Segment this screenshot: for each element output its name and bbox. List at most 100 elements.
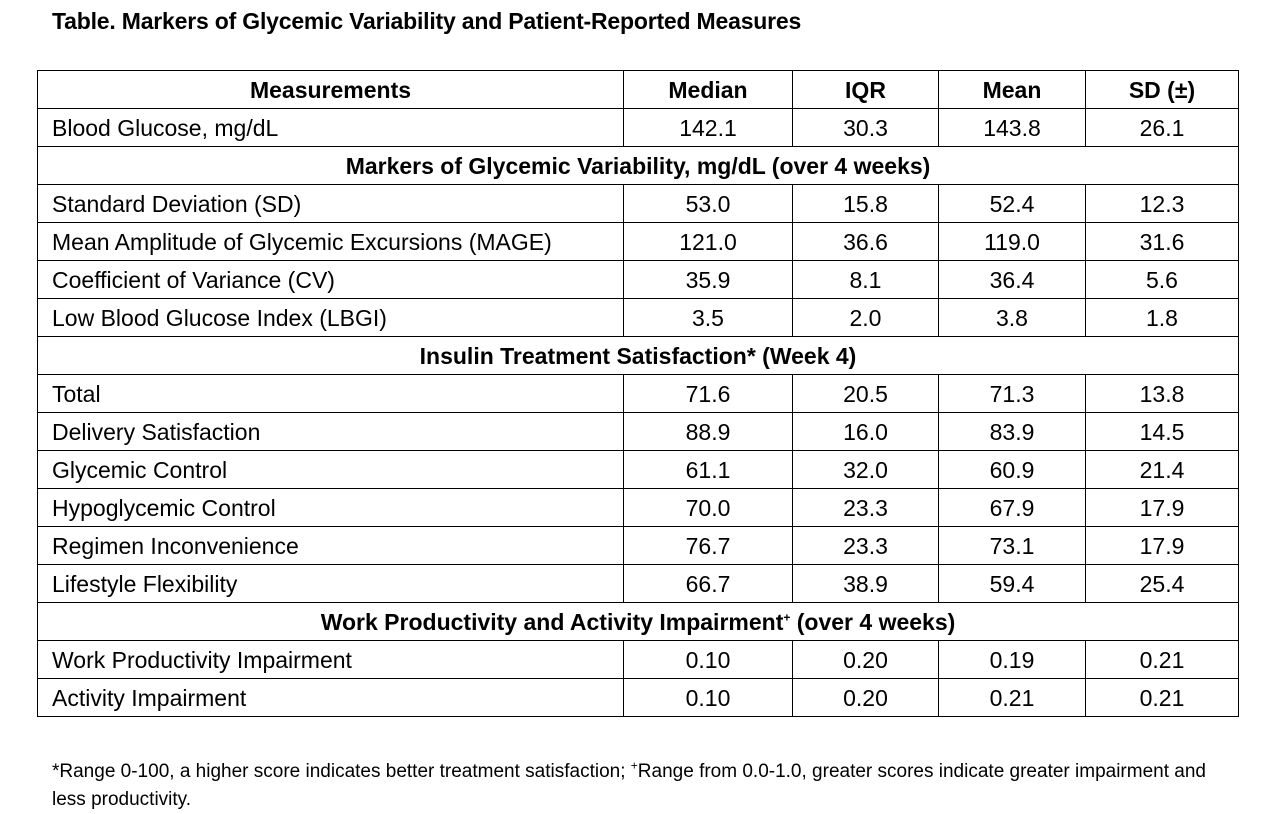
table-cell: 31.6 bbox=[1085, 222, 1239, 261]
section-heading: Work Productivity and Activity Impairmen… bbox=[37, 602, 1239, 641]
table-cell: 0.19 bbox=[938, 640, 1086, 679]
table-row: Hypoglycemic Control 70.0 23.3 67.9 17.9 bbox=[37, 488, 1239, 527]
table-cell: 119.0 bbox=[938, 222, 1086, 261]
row-label: Glycemic Control bbox=[37, 450, 624, 489]
table-cell: 73.1 bbox=[938, 526, 1086, 565]
table-cell: 36.4 bbox=[938, 260, 1086, 299]
table-cell: 8.1 bbox=[792, 260, 939, 299]
table-row: Standard Deviation (SD) 53.0 15.8 52.4 12.3 bbox=[37, 184, 1239, 223]
table-cell: 36.6 bbox=[792, 222, 939, 261]
table-cell: 25.4 bbox=[1085, 564, 1239, 603]
table-cell: 5.6 bbox=[1085, 260, 1239, 299]
table-row: Glycemic Control 61.1 32.0 60.9 21.4 bbox=[37, 450, 1239, 489]
section-title: Insulin Treatment Satisfaction* (Week 4) bbox=[419, 342, 857, 369]
table-row: Regimen Inconvenience 76.7 23.3 73.1 17.9 bbox=[37, 526, 1239, 565]
section-row: Markers of Glycemic Variability, mg/dL (… bbox=[37, 146, 1239, 185]
footnote-marker: + bbox=[630, 758, 638, 773]
table-cell: 21.4 bbox=[1085, 450, 1239, 489]
table-cell: 17.9 bbox=[1085, 488, 1239, 527]
row-label: Blood Glucose, mg/dL bbox=[37, 108, 624, 147]
table-cell: 38.9 bbox=[792, 564, 939, 603]
section-title: Markers of Glycemic Variability, mg/dL (… bbox=[345, 152, 931, 179]
row-label: Low Blood Glucose Index (LBGI) bbox=[37, 298, 624, 337]
table-row: Low Blood Glucose Index (LBGI) 3.5 2.0 3.8 1… bbox=[37, 298, 1239, 337]
table-row: Mean Amplitude of Glycemic Excursions (M… bbox=[37, 222, 1239, 261]
table-cell: 0.10 bbox=[623, 640, 793, 679]
table-cell: 0.20 bbox=[792, 640, 939, 679]
table-cell: 3.5 bbox=[623, 298, 793, 337]
column-header: Median bbox=[623, 70, 793, 109]
table-row: Total 71.6 20.5 71.3 13.8 bbox=[37, 374, 1239, 413]
row-label: Activity Impairment bbox=[37, 678, 624, 717]
row-label: Delivery Satisfaction bbox=[37, 412, 624, 451]
table-cell: 142.1 bbox=[623, 108, 793, 147]
row-label: Work Productivity Impairment bbox=[37, 640, 624, 679]
table-cell: 15.8 bbox=[792, 184, 939, 223]
section-row: Work Productivity and Activity Impairmen… bbox=[37, 602, 1239, 641]
table-cell: 20.5 bbox=[792, 374, 939, 413]
column-header: IQR bbox=[792, 70, 939, 109]
table-cell: 35.9 bbox=[623, 260, 793, 299]
row-label: Standard Deviation (SD) bbox=[37, 184, 624, 223]
section-heading: Insulin Treatment Satisfaction* (Week 4) bbox=[37, 336, 1239, 375]
table-row: Lifestyle Flexibility 66.7 38.9 59.4 25.4 bbox=[37, 564, 1239, 603]
column-header: Measurements bbox=[37, 70, 624, 109]
section-title: Work Productivity and Activity Impairmen… bbox=[320, 608, 784, 635]
table-cell: 17.9 bbox=[1085, 526, 1239, 565]
table-cell: 52.4 bbox=[938, 184, 1086, 223]
row-label: Coefficient of Variance (CV) bbox=[37, 260, 624, 299]
footnote-text-1: *Range 0-100, a higher score indicates b… bbox=[52, 761, 631, 782]
column-header: SD (±) bbox=[1085, 70, 1239, 109]
row-label: Lifestyle Flexibility bbox=[37, 564, 624, 603]
table-cell: 26.1 bbox=[1085, 108, 1239, 147]
table-cell: 83.9 bbox=[938, 412, 1086, 451]
table-cell: 16.0 bbox=[792, 412, 939, 451]
column-header: Mean bbox=[938, 70, 1086, 109]
table-body: Blood Glucose, mg/dL 142.1 30.3 143.8 26.1 Ma… bbox=[37, 108, 1239, 717]
table-title: Table. Markers of Glycemic Variability a… bbox=[52, 8, 802, 34]
table-cell: 0.21 bbox=[1085, 678, 1239, 717]
table-row: Blood Glucose, mg/dL 142.1 30.3 143.8 26.1 bbox=[37, 108, 1239, 147]
table-cell: 30.3 bbox=[792, 108, 939, 147]
table-cell: 3.8 bbox=[938, 298, 1086, 337]
row-label: Regimen Inconvenience bbox=[37, 526, 624, 565]
table-row: Coefficient of Variance (CV) 35.9 8.1 36.4 5… bbox=[37, 260, 1239, 299]
table-cell: 2.0 bbox=[792, 298, 939, 337]
footnote: *Range 0-100, a higher score indicates b… bbox=[52, 758, 1232, 814]
row-label: Hypoglycemic Control bbox=[37, 488, 624, 527]
table-cell: 67.9 bbox=[938, 488, 1086, 527]
table-cell: 71.3 bbox=[938, 374, 1086, 413]
table-row: Activity Impairment 0.10 0.20 0.21 0.21 bbox=[37, 678, 1239, 717]
table-cell: 0.21 bbox=[938, 678, 1086, 717]
table-cell: 23.3 bbox=[792, 488, 939, 527]
section-heading: Markers of Glycemic Variability, mg/dL (… bbox=[37, 146, 1239, 185]
table-cell: 66.7 bbox=[623, 564, 793, 603]
table-cell: 1.8 bbox=[1085, 298, 1239, 337]
table-cell: 71.6 bbox=[623, 374, 793, 413]
table-cell: 32.0 bbox=[792, 450, 939, 489]
footnote-text-2: Range from 0.0-1.0, greater scores indic… bbox=[52, 761, 1206, 810]
table-cell: 0.20 bbox=[792, 678, 939, 717]
header-row: Measurements Median IQR Mean SD (±) bbox=[37, 70, 1239, 109]
row-label: Mean Amplitude of Glycemic Excursions (M… bbox=[37, 222, 624, 261]
table-row: Delivery Satisfaction 88.9 16.0 83.9 14.5 bbox=[37, 412, 1239, 451]
table-cell: 13.8 bbox=[1085, 374, 1239, 413]
table-row: Work Productivity Impairment 0.10 0.20 0.19… bbox=[37, 640, 1239, 679]
section-suffix: (over 4 weeks) bbox=[790, 608, 956, 635]
table-cell: 88.9 bbox=[623, 412, 793, 451]
row-label: Total bbox=[37, 374, 624, 413]
table-cell: 121.0 bbox=[623, 222, 793, 261]
table-cell: 60.9 bbox=[938, 450, 1086, 489]
table-cell: 61.1 bbox=[623, 450, 793, 489]
table-cell: 143.8 bbox=[938, 108, 1086, 147]
table-cell: 23.3 bbox=[792, 526, 939, 565]
section-row: Insulin Treatment Satisfaction* (Week 4) bbox=[37, 336, 1239, 375]
table-cell: 0.10 bbox=[623, 678, 793, 717]
table-cell: 76.7 bbox=[623, 526, 793, 565]
section-footnote-marker: + bbox=[783, 609, 791, 624]
table-cell: 70.0 bbox=[623, 488, 793, 527]
table-cell: 59.4 bbox=[938, 564, 1086, 603]
table-cell: 0.21 bbox=[1085, 640, 1239, 679]
table-cell: 14.5 bbox=[1085, 412, 1239, 451]
table-cell: 12.3 bbox=[1085, 184, 1239, 223]
